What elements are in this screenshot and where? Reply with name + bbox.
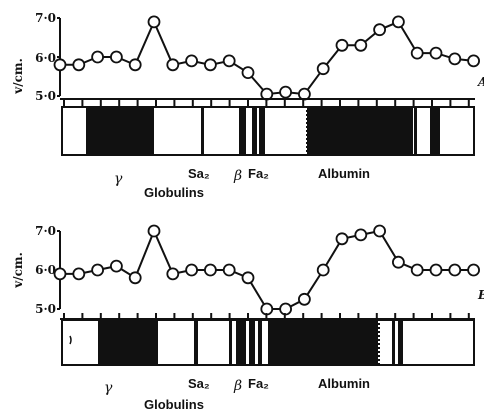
panel-b-series-point: [279, 302, 293, 316]
panel-b-label-fa2: Fa₂: [248, 376, 269, 391]
panel-a-band-gamma: [86, 107, 154, 155]
panel-b-label-gamma: γ: [104, 380, 113, 396]
panel-a-label-gamma: γ: [114, 171, 123, 187]
panel-b-series-point: [335, 232, 349, 246]
panel-a-series-point: [72, 58, 86, 72]
panel-a-velocity-series: [53, 15, 481, 101]
panel-b-band-fa2: [258, 320, 262, 365]
panel-a-series-point: [53, 58, 67, 72]
panel-b-series-point: [391, 255, 405, 269]
panel-a-band-fa2: [259, 107, 265, 155]
panel-b-label: B: [477, 288, 484, 302]
panel-a-label-beta: β: [233, 168, 242, 184]
panel-a-band-beta1: [239, 107, 246, 155]
panel-a-band-a1: [414, 107, 417, 155]
panel-b-series-point: [72, 267, 86, 281]
panel-a-label-globulins: Globulins: [144, 185, 204, 200]
panel-b-series-point: [241, 271, 255, 285]
panel-a-series-point: [335, 38, 349, 52]
panel-b-series-point: [91, 263, 104, 277]
panel-a-series-point: [297, 87, 311, 101]
panel-a-series-point: [410, 46, 424, 60]
panel-a-series-point: [467, 54, 481, 68]
panel-b-series-point: [166, 267, 180, 281]
panel-b-series-point: [222, 263, 236, 277]
panel-a-series-point: [391, 15, 405, 29]
panel-b-band-gamma: [98, 320, 158, 365]
panel-b-series-point: [147, 224, 161, 238]
panel-b-scale-ticks: [63, 313, 470, 320]
panel-b-series-point: [354, 228, 368, 242]
panel-b-band-a1: [392, 320, 395, 365]
panel-a-label-albumin: Albumin: [318, 166, 370, 181]
panel-a-series-point: [316, 62, 330, 76]
panel-a-band-beta2: [252, 107, 257, 155]
panel-b-series-point: [316, 263, 330, 277]
panel-a-band-sa2: [201, 107, 204, 155]
panel-a-series-point: [448, 52, 462, 66]
panel-b-band-sa2: [194, 320, 198, 365]
panel-b-velocity-series: [53, 224, 481, 316]
panel-a-series-point: [373, 23, 387, 37]
panel-b-series-point: [110, 259, 123, 273]
panel-b-label-globulins: Globulins: [144, 397, 204, 412]
panel-a-ytick-5: 5·0: [35, 89, 56, 103]
panel-a-series-point: [429, 46, 443, 60]
panel-a-ytick-6: 6·0: [35, 51, 56, 65]
panel-a-band-a2: [430, 107, 440, 155]
panel-b-band-beta0: [229, 320, 232, 365]
panel-a-series-point: [166, 58, 180, 72]
panel-a-series-point: [128, 58, 142, 72]
panel-a-ylabel: v/cm.: [11, 58, 25, 95]
panel-b-series-point: [467, 263, 481, 277]
panel-b-series-point: [53, 267, 67, 281]
panel-a-series-point: [354, 38, 368, 52]
panel-a-series-point: [203, 58, 217, 72]
panel-b-band-beta1: [236, 320, 246, 365]
panel-b-origin-mark: [69, 335, 72, 345]
panel-b-ytick-6: 6·0: [35, 263, 56, 277]
panel-b-series-point: [260, 302, 274, 316]
panel-b-ytick-5: 5·0: [35, 302, 56, 316]
panel-b-series-point: [203, 263, 217, 277]
panel-b-series-point: [448, 263, 462, 277]
panel-b-label-beta: β: [233, 378, 242, 394]
panel-a-label-fa2: Fa₂: [248, 166, 269, 181]
panel-a-series-point: [110, 50, 123, 64]
panel-a-band-albumin: [306, 107, 413, 155]
panel-a-scale-ticks: [63, 99, 470, 107]
panel-a-series-point: [260, 87, 274, 101]
panel-b-label-albumin: Albumin: [318, 376, 370, 391]
panel-a: v/cm. 7·0 6·0 5·0 A γ Sa₂ β Fa₂ Albumin …: [11, 11, 484, 200]
panel-a-series-point: [185, 54, 199, 68]
panel-a-label-sa2: Sa₂: [188, 166, 210, 181]
panel-b-ytick-7: 7·0: [35, 224, 56, 238]
panel-b-series-point: [297, 292, 311, 306]
panel-b-band-albumin: [268, 320, 380, 365]
panel-b-series-point: [185, 263, 199, 277]
panel-b: v/cm. 7·0 6·0 5·0 B γ Sa₂ β Fa₂ Albumin …: [11, 224, 484, 412]
panel-b-label-sa2: Sa₂: [188, 376, 210, 391]
panel-a-ytick-7: 7·0: [35, 11, 56, 25]
panel-a-series-point: [91, 50, 104, 64]
panel-b-series-point: [429, 263, 443, 277]
panel-a-series-point: [241, 66, 255, 79]
panel-b-band-a2: [398, 320, 403, 365]
panel-b-series-point: [410, 263, 424, 277]
panel-b-series-point: [128, 271, 142, 285]
panel-a-series-point: [147, 15, 161, 29]
panel-a-series-point: [222, 54, 236, 68]
panel-a-label: A: [477, 75, 484, 89]
panel-b-series-point: [373, 224, 387, 238]
panel-a-series-point: [279, 85, 293, 99]
panel-b-band-beta2: [249, 320, 255, 365]
panel-b-ylabel: v/cm.: [11, 252, 25, 289]
